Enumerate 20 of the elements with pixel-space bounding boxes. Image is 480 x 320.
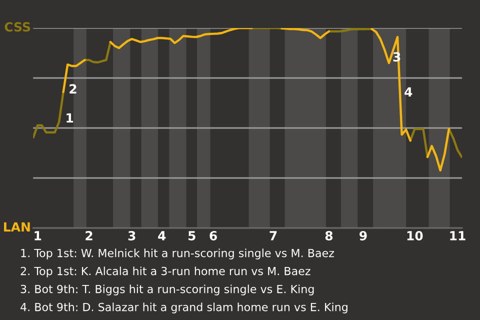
annotation: 2 [70,84,76,94]
x-tick-label: 3 [128,231,136,240]
x-tick-label: 5 [188,231,196,240]
x-tick-label: 11 [450,231,466,240]
x-tick-label: 8 [325,231,333,240]
text: 2. Top 1st: K. Alcala hit a 3-run home run vs M. Baez [20,266,310,278]
x-tick-label: 4 [158,231,166,240]
text: 3. Bot 9th: T. Biggs hit a run-scoring single vs E. King [20,284,314,296]
x-tick-label: 2 [86,231,92,240]
annotation: 4 [404,87,412,96]
x-tick-label: 9 [360,231,367,240]
text: 1. Top 1st: W. Melnick hit a run-scoring single vs M. Baez [21,248,334,260]
text: 4. Bot 9th: D. Salazar hit a grand slam home run vs E. King [20,302,348,314]
annotation: 1 [66,113,74,122]
text: LAN [4,222,30,232]
x-tick-label: 6 [210,231,217,240]
x-tick-label: 1 [34,231,42,240]
text: CSS [4,22,30,32]
x-tick-label: 10 [407,231,423,240]
x-tick-label: 7 [270,231,277,240]
